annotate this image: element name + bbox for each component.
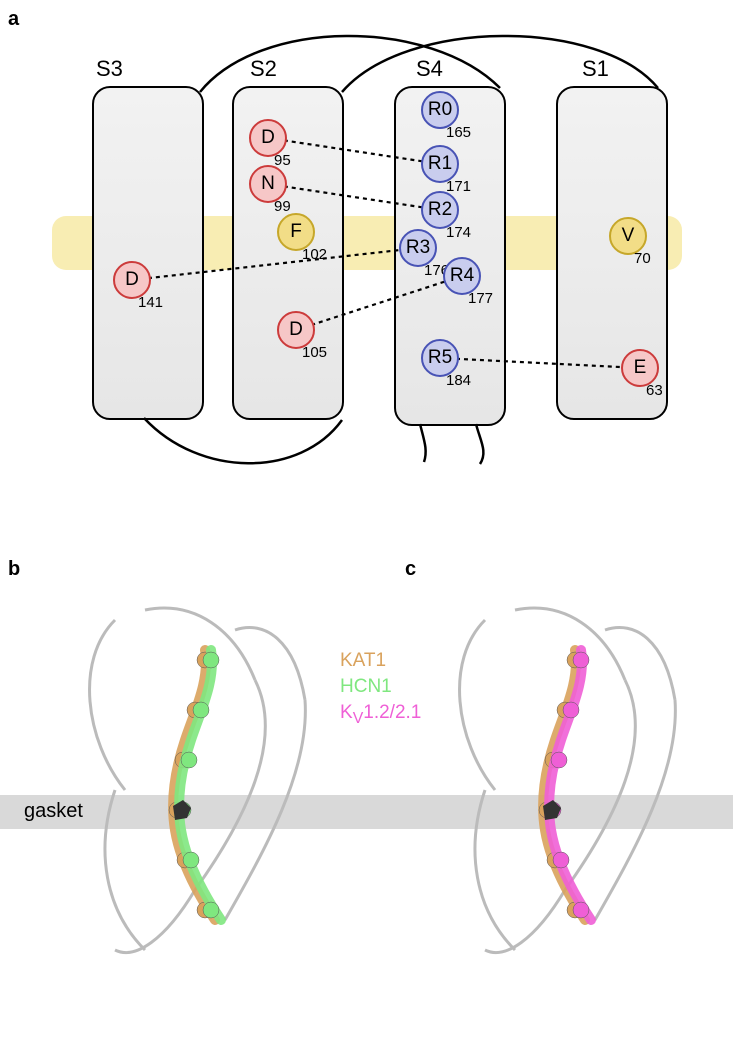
residue-num-s2_d105: 105	[302, 344, 327, 361]
panel-label-c: c	[405, 558, 416, 581]
residue-num-s4_r4: 177	[468, 290, 493, 307]
legend-item-0: KAT1	[340, 650, 386, 672]
structure-b	[55, 590, 325, 990]
residue-num-s4_r5: 184	[446, 372, 471, 389]
residue-num-s4_r0: 165	[446, 124, 471, 141]
panel-label-b: b	[8, 558, 20, 581]
residue-num-s4_r2: 174	[446, 224, 471, 241]
residue-num-s1_v70: 70	[634, 250, 651, 267]
residue-num-s1_e63: 63	[646, 382, 663, 399]
structure-c	[425, 590, 695, 990]
residue-num-s2_n99: 99	[274, 198, 291, 215]
residue-num-s4_r1: 171	[446, 178, 471, 195]
residue-num-s3_d141: 141	[138, 294, 163, 311]
legend-item-1: HCN1	[340, 676, 392, 698]
residue-num-s2_f102: 102	[302, 246, 327, 263]
legend-item-2: KV1.2/2.1	[340, 702, 421, 728]
